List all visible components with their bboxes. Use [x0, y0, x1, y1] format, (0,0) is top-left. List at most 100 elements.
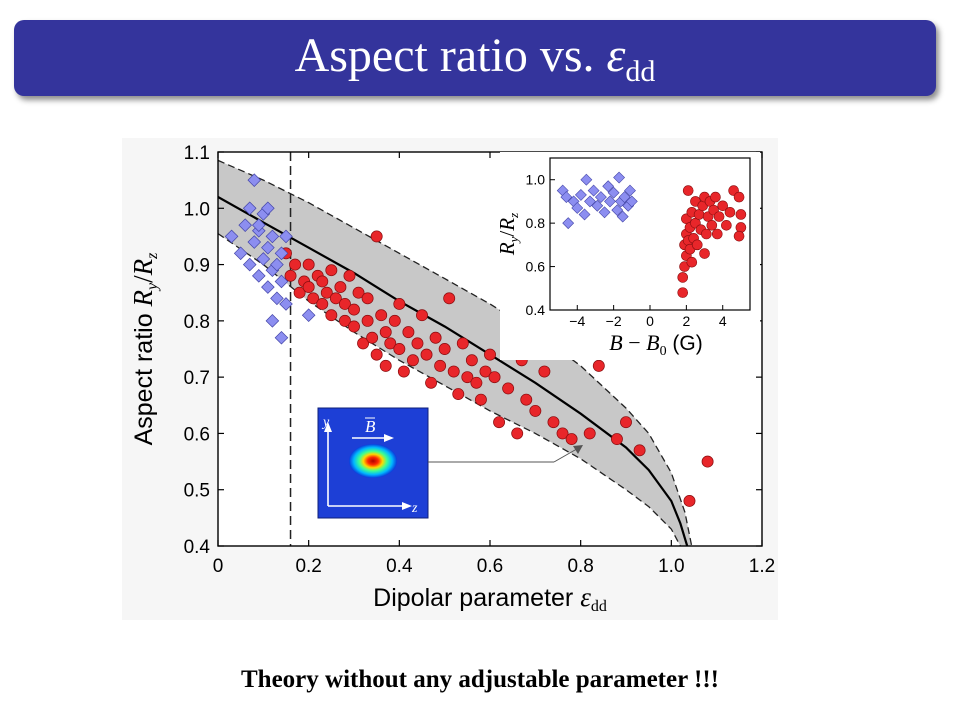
inset-red-point: [735, 209, 747, 220]
inset-y-title-subscript-2: z: [506, 213, 521, 219]
red-data-point: [683, 495, 696, 507]
inset-y-title-symbol: R: [495, 242, 519, 256]
red-data-point: [370, 348, 383, 361]
red-data-point: [488, 371, 501, 384]
red-data-point: [633, 444, 646, 457]
red-data-point: [370, 230, 383, 243]
blue-data-point: [242, 201, 257, 216]
inset-red-point: [699, 248, 710, 259]
pointer-arrowhead: [573, 445, 583, 454]
inset-blue-point: [598, 206, 611, 219]
inset-blue-point: [611, 204, 624, 217]
red-data-point: [420, 348, 433, 361]
red-data-point: [610, 433, 623, 446]
red-data-point: [465, 354, 478, 367]
inset-blue-point: [594, 191, 607, 204]
red-data-point: [361, 292, 374, 305]
inset-blue-point: [591, 199, 604, 212]
x-tick-label: 0.2: [295, 556, 321, 577]
red-data-point: [393, 343, 406, 355]
inset-red-point: [721, 220, 732, 231]
inset-red-point: [724, 206, 736, 218]
inset-blue-point: [602, 180, 615, 193]
inset-x-title-symbol-2: B: [646, 330, 659, 355]
inset-y-title-separator: /: [495, 231, 519, 237]
blue-data-point: [252, 269, 266, 283]
inset-x-title-subscript: 0: [660, 344, 667, 359]
blue-data-point: [233, 246, 248, 261]
y-tick-label: 0.6: [184, 424, 210, 445]
blue-data-point: [261, 201, 275, 216]
inset-blue-point: [613, 171, 626, 184]
x-tick-label: 0.6: [477, 556, 503, 577]
red-data-point: [406, 354, 419, 367]
red-data-point: [289, 258, 302, 271]
red-data-point: [438, 343, 451, 355]
inset-x-tick-label: 0: [646, 313, 654, 329]
inset-blue-point: [624, 184, 636, 197]
red-data-point: [402, 326, 415, 339]
inset-y-tick-label: 1.0: [526, 172, 546, 188]
red-data-point: [620, 416, 632, 429]
inset-y-tick-label: 0.8: [526, 215, 546, 231]
red-data-point: [334, 281, 347, 294]
y-axis-title-separator: /: [128, 275, 158, 283]
inset-y-title-subscript: y: [506, 236, 521, 244]
red-data-point: [493, 416, 506, 429]
image-y-label: y: [321, 415, 330, 430]
main-plot-layer: [218, 152, 714, 546]
image-z-label: z: [411, 501, 418, 516]
image-z-arrowhead: [402, 502, 412, 510]
red-data-point: [338, 314, 351, 327]
inset-blue-point: [562, 217, 575, 230]
inset-y-tick-label: 0.4: [526, 302, 546, 318]
red-data-point: [302, 281, 315, 294]
inset-blue-point: [574, 188, 587, 201]
title-bar: Aspect ratio vs. εdd: [14, 20, 936, 96]
blue-data-point: [274, 246, 289, 261]
red-data-point: [348, 303, 360, 316]
y-tick-label: 1.0: [184, 199, 210, 220]
y-axis-title-symbol: R: [128, 289, 158, 307]
y-axis-title: Aspect ratio Ry/Rz: [128, 252, 161, 446]
red-data-point: [411, 337, 424, 350]
x-axis-title-symbol: ε: [580, 582, 591, 612]
red-data-point: [361, 314, 374, 327]
red-data-point: [425, 376, 438, 389]
inset-red-point: [677, 287, 689, 298]
red-data-point: [325, 309, 338, 322]
inset-x-tick-label: −4: [569, 313, 585, 329]
inset-red-point: [733, 230, 745, 242]
inset-blue-point: [578, 208, 591, 221]
red-data-point: [538, 365, 551, 378]
red-data-point: [529, 404, 542, 417]
aspect-ratio-plot: 0 0.2 0.4 0.6 0.8 1.0 1.2 0.4 0.5 0.6 0.7 0.8 0.9 1.0…: [128, 143, 775, 615]
red-data-point: [384, 337, 397, 350]
inset-red-point: [691, 239, 703, 251]
x-axis-title-text: Dipolar parameter: [373, 584, 580, 612]
title-symbol: ε: [606, 29, 626, 82]
y-tick-label: 1.1: [184, 143, 210, 164]
field-arrowhead: [384, 434, 394, 442]
y-axis-title-symbol-2: R: [128, 258, 158, 276]
blue-data-point: [265, 314, 280, 328]
blue-data-point: [261, 280, 275, 294]
blue-data-point: [224, 229, 239, 244]
red-data-point: [320, 286, 333, 299]
red-data-point: [307, 292, 320, 305]
red-data-point: [447, 365, 460, 378]
inset-y-axis-title: Ry/Rz: [495, 213, 521, 256]
inset-blue-point: [584, 195, 596, 208]
inset-red-point: [682, 185, 694, 196]
red-data-point: [338, 298, 351, 310]
condensate-cloud: [349, 444, 397, 478]
red-data-point: [474, 393, 487, 406]
y-axis-title-text: Aspect ratio: [130, 306, 158, 445]
red-data-point: [479, 365, 492, 378]
inset-red-point: [677, 272, 689, 283]
red-data-point: [357, 337, 370, 350]
blue-data-point: [274, 274, 289, 289]
blue-data-point: [274, 330, 289, 345]
red-data-point: [352, 286, 365, 299]
title-subscript: dd: [625, 55, 656, 88]
